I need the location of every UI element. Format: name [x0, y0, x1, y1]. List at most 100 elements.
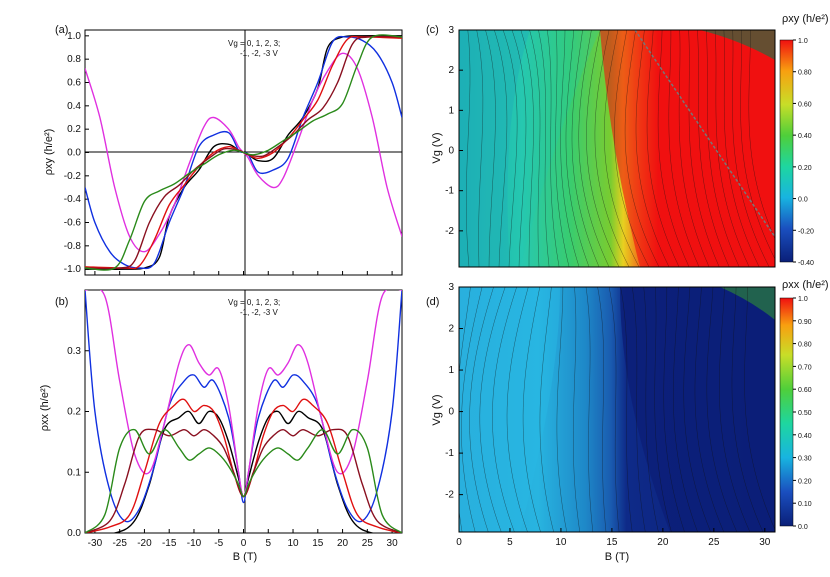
- panel-c-cbar-title: ρxy (h/e²): [782, 13, 829, 25]
- panel-d-xlabel: B (T): [605, 551, 629, 563]
- contour-line: [459, 287, 471, 532]
- contour-line: [522, 287, 541, 532]
- x-tick-label: 25: [362, 538, 374, 549]
- y-tick-label: 0: [448, 146, 454, 157]
- y-tick-label: 0.0: [67, 528, 81, 539]
- contour-line: [663, 287, 685, 532]
- x-tick-label: 10: [555, 537, 567, 548]
- y-tick-label: -2: [445, 226, 454, 237]
- panel-b-xticks: -30 -25 -20 -15 -10 -5 0 5 10 15 20 25 30: [88, 529, 398, 549]
- contour-line: [585, 287, 594, 532]
- colorbar-tick-label: 0.30: [798, 456, 812, 463]
- y-tick-label: -1: [445, 448, 454, 459]
- panel-c: (c) Vg (V) -2 -1 0 1 2 3 ρxy (h/e²) -0.40 -0.2…: [426, 13, 829, 268]
- panel-d-colorbar-ticks: 0.0 0.10 0.20 0.30 0.40 0.50 0.60 0.70 0.80 0.90 1…: [793, 296, 812, 531]
- contour-line: [529, 30, 541, 267]
- panel-c-frame: [458, 29, 776, 268]
- contour-line: [538, 30, 550, 267]
- series-line--1: [85, 398, 402, 533]
- panel-a-xticks: [94, 271, 393, 275]
- y-tick-label: 0.1: [67, 467, 81, 478]
- contour-line: [688, 30, 720, 267]
- contour-line: [740, 30, 775, 260]
- colorbar-tick-label: 0.40: [798, 133, 812, 140]
- panel-d-frame: [458, 286, 776, 533]
- panel-b-legend-line2: -1, -2, -3 V: [240, 308, 278, 317]
- colorbar-tick-label: 0.60: [798, 387, 812, 394]
- contour-line: [494, 30, 508, 267]
- contour-line: [714, 30, 750, 267]
- contour-line: [673, 287, 698, 532]
- colorbar-tick-label: 0.50: [798, 410, 812, 417]
- contour-line: [571, 30, 600, 267]
- x-tick-label: 15: [312, 538, 324, 549]
- panel-d-ylabel: Vg (V): [431, 394, 443, 425]
- panel-c-colorbar-ticks: -0.40 -0.20 0.0 0.20 0.40 0.60 0.80 1.0: [793, 38, 814, 267]
- panel-b-yticks: 0.0 0.1 0.2 0.3: [67, 346, 89, 539]
- y-tick-label: 1: [448, 365, 454, 376]
- panel-b-ylabel: ρxx (h/e²): [39, 385, 51, 432]
- contour-line: [539, 287, 554, 532]
- contour-line: [643, 287, 659, 532]
- contour-line: [668, 30, 700, 267]
- panel-b: (b) ρxx (h/e²) 0.0 0.1 0.2 0.3 -30 -25 -20 -15…: [39, 289, 403, 563]
- y-tick-label: 3: [448, 25, 454, 36]
- panel-c-corner-region: [700, 30, 775, 60]
- y-tick-label: -2: [445, 490, 454, 501]
- contour-line: [732, 30, 770, 267]
- contour-line: [520, 30, 534, 267]
- contour-line: [654, 287, 672, 532]
- panel-d: (d) Vg (V) -2 -1 0 1 2 3 0 5 10 15 20 25 30 B (T) ρ…: [426, 279, 829, 563]
- contour-line: [697, 30, 730, 267]
- x-tick-label: -30: [88, 538, 103, 549]
- contour-line: [683, 287, 711, 532]
- contour-line: [657, 30, 690, 267]
- x-tick-label: 30: [387, 538, 399, 549]
- contour-line: [635, 30, 670, 267]
- x-tick-label: 15: [606, 537, 618, 548]
- panel-d-corner-region: [720, 287, 775, 320]
- panel-d-contours: [459, 287, 775, 532]
- contour-line: [555, 30, 570, 267]
- contour-line: [604, 30, 640, 267]
- y-tick-label: 2: [448, 324, 454, 335]
- contour-line: [547, 30, 560, 267]
- panel-d-lowfield-region: [459, 287, 560, 532]
- contour-line: [678, 30, 710, 267]
- x-tick-label: -20: [137, 538, 152, 549]
- panel-b-xlabel: B (T): [233, 551, 257, 563]
- contour-line: [731, 287, 764, 532]
- contour-line: [620, 287, 633, 532]
- colorbar-tick-label: 1.0: [798, 296, 808, 303]
- contour-line: [502, 30, 518, 267]
- y-tick-label: -1: [445, 186, 454, 197]
- panel-d-yticks: -2 -1 0 1 2 3: [445, 282, 463, 501]
- panel-d-colorbar: [779, 297, 794, 527]
- contour-line: [479, 287, 506, 532]
- panel-c-heatmap: [459, 30, 775, 267]
- panel-c-ylabel: Vg (V): [431, 132, 443, 163]
- y-tick-label: 1.0: [67, 31, 81, 42]
- contour-line: [573, 287, 581, 532]
- panel-d-dark-region: [620, 287, 775, 532]
- panel-d-tag: (d): [426, 296, 439, 308]
- x-tick-label: 5: [507, 537, 513, 548]
- panel-c-plateau-region: [600, 30, 775, 267]
- panel-c-yticks: -2 -1 0 1 2 3: [445, 25, 463, 237]
- contour-line: [723, 30, 760, 267]
- contour-line: [614, 30, 650, 267]
- y-tick-label: 0.6: [67, 78, 81, 89]
- series-line--3: [85, 34, 402, 271]
- x-tick-label: -25: [112, 538, 127, 549]
- contour-line: [492, 287, 517, 532]
- contour-line: [560, 30, 580, 267]
- contour-line: [744, 287, 775, 531]
- colorbar-tick-label: 0.20: [798, 478, 812, 485]
- panel-b-tag: (b): [55, 296, 68, 308]
- y-tick-label: 0.0: [67, 148, 81, 159]
- contour-line: [624, 30, 660, 267]
- panel-a-ylabel: ρxy (h/e²): [43, 129, 55, 176]
- contour-line: [748, 30, 775, 240]
- panel-a-tag: (a): [55, 24, 68, 36]
